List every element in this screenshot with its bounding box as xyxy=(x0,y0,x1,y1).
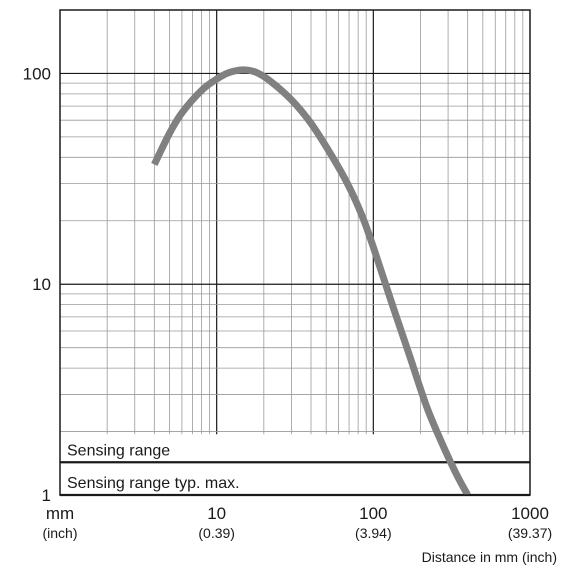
x-unit-label: mm xyxy=(46,504,74,523)
x-tick-label: 10 xyxy=(207,504,226,523)
band-label: Sensing range typ. max. xyxy=(67,475,240,492)
x-tick-sublabel: (0.39) xyxy=(198,525,235,541)
y-tick-label: 10 xyxy=(32,275,51,294)
grid-layer xyxy=(60,10,530,495)
x-tick-sublabel: (39.37) xyxy=(508,525,552,541)
x-tick-sublabel: (3.94) xyxy=(355,525,392,541)
series-line xyxy=(151,66,471,495)
frame-layer xyxy=(59,9,531,496)
x-unit-sublabel: (inch) xyxy=(42,525,77,541)
band-label: Sensing range xyxy=(67,442,170,459)
label-layer: mm (inch) Distance in mm (inch) 1 10 100 10… xyxy=(23,64,557,565)
x-tick-label: 100 xyxy=(359,504,387,523)
x-axis-title: Distance in mm (inch) xyxy=(422,549,557,565)
x-tick-label: 1000 xyxy=(511,504,549,523)
y-tick-label: 1 xyxy=(42,486,51,505)
y-tick-label: 100 xyxy=(23,64,51,83)
plot-frame xyxy=(59,9,531,496)
series-layer xyxy=(151,66,471,495)
